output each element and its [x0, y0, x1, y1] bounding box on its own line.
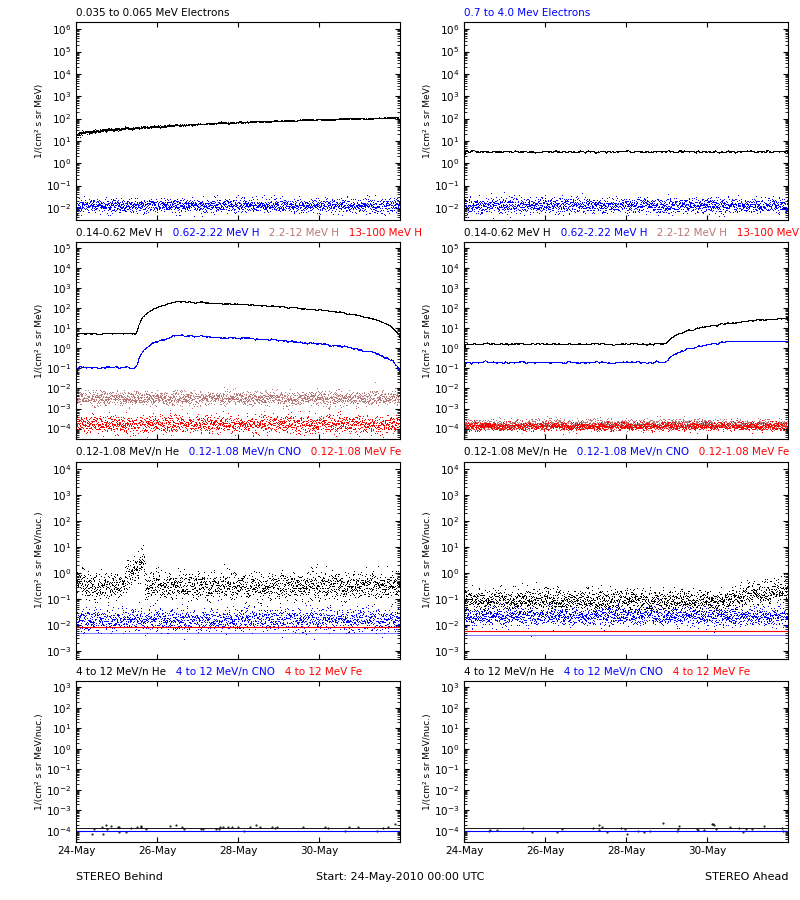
Text: 0.12-1.08 MeV Fe: 0.12-1.08 MeV Fe	[690, 447, 790, 457]
Text: 0.12-1.08 MeV/n He: 0.12-1.08 MeV/n He	[76, 447, 179, 457]
Text: 0.14-0.62 MeV H: 0.14-0.62 MeV H	[464, 228, 550, 238]
Y-axis label: 1/(cm² s sr MeV): 1/(cm² s sr MeV)	[35, 303, 44, 378]
Text: 0.035 to 0.065 MeV Electrons: 0.035 to 0.065 MeV Electrons	[76, 8, 230, 18]
Text: 0.62-2.22 MeV H: 0.62-2.22 MeV H	[162, 228, 259, 238]
Text: 13-100 MeV H: 13-100 MeV H	[727, 228, 800, 238]
Y-axis label: 1/(cm² s sr MeV): 1/(cm² s sr MeV)	[423, 303, 432, 378]
Text: 0.14-0.62 MeV H: 0.14-0.62 MeV H	[76, 228, 162, 238]
Text: 0.62-2.22 MeV H: 0.62-2.22 MeV H	[550, 228, 647, 238]
Text: 2.2-12 MeV H: 2.2-12 MeV H	[259, 228, 339, 238]
Text: 2.2-12 MeV H: 2.2-12 MeV H	[647, 228, 727, 238]
Y-axis label: 1/(cm² s sr MeV/nuc.): 1/(cm² s sr MeV/nuc.)	[35, 713, 44, 810]
Text: 4 to 12 MeV/n CNO: 4 to 12 MeV/n CNO	[166, 667, 275, 677]
Text: Start: 24-May-2010 00:00 UTC: Start: 24-May-2010 00:00 UTC	[316, 872, 484, 882]
Text: 0.12-1.08 MeV/n CNO: 0.12-1.08 MeV/n CNO	[567, 447, 690, 457]
Text: 0.12-1.08 MeV/n He: 0.12-1.08 MeV/n He	[464, 447, 567, 457]
Text: 4 to 12 MeV/n He: 4 to 12 MeV/n He	[76, 667, 166, 677]
Text: 0.12-1.08 MeV Fe: 0.12-1.08 MeV Fe	[302, 447, 402, 457]
Text: STEREO Ahead: STEREO Ahead	[705, 872, 788, 882]
Y-axis label: 1/(cm² s sr MeV/nuc.): 1/(cm² s sr MeV/nuc.)	[35, 512, 44, 608]
Y-axis label: 1/(cm² s sr MeV): 1/(cm² s sr MeV)	[423, 84, 432, 158]
Text: 4 to 12 MeV/n CNO: 4 to 12 MeV/n CNO	[554, 667, 663, 677]
Y-axis label: 1/(cm² s sr MeV): 1/(cm² s sr MeV)	[35, 84, 44, 158]
Text: 4 to 12 MeV/n He: 4 to 12 MeV/n He	[464, 667, 554, 677]
Text: 13-100 MeV H: 13-100 MeV H	[339, 228, 422, 238]
Text: STEREO Behind: STEREO Behind	[76, 872, 163, 882]
Text: 0.12-1.08 MeV/n CNO: 0.12-1.08 MeV/n CNO	[179, 447, 302, 457]
Y-axis label: 1/(cm² s sr MeV/nuc.): 1/(cm² s sr MeV/nuc.)	[423, 512, 432, 608]
Text: 0.7 to 4.0 Mev Electrons: 0.7 to 4.0 Mev Electrons	[464, 8, 590, 18]
Y-axis label: 1/(cm² s sr MeV/nuc.): 1/(cm² s sr MeV/nuc.)	[423, 713, 432, 810]
Text: 4 to 12 MeV Fe: 4 to 12 MeV Fe	[663, 667, 750, 677]
Text: 4 to 12 MeV Fe: 4 to 12 MeV Fe	[275, 667, 362, 677]
